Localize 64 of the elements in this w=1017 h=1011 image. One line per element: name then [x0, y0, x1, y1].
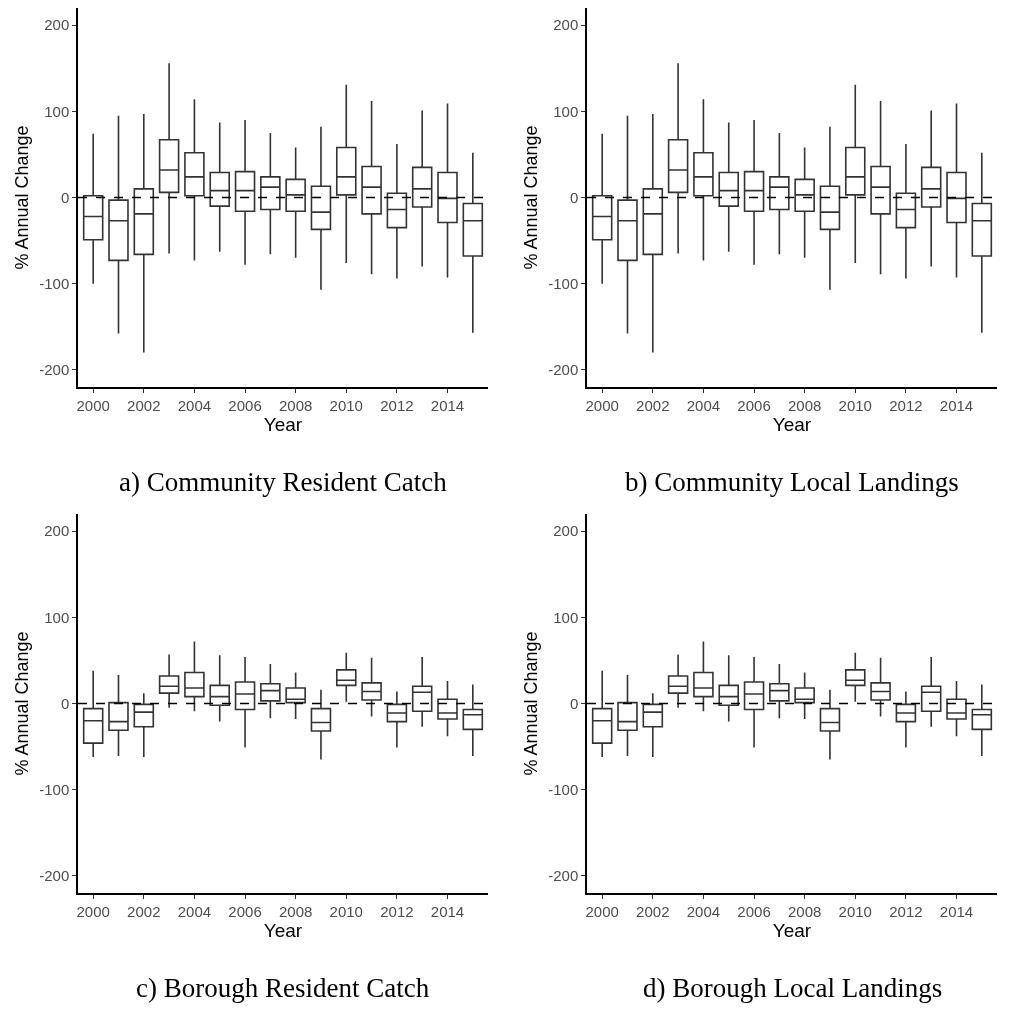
- y-tick-label: -200: [548, 867, 579, 885]
- x-tick-label: 2004: [686, 902, 721, 920]
- y-tick-label: -100: [548, 274, 579, 292]
- y-axis-title: % Annual Change: [11, 125, 32, 270]
- y-tick-label: 0: [569, 188, 579, 206]
- x-tick-label: 2010: [838, 396, 872, 414]
- y-tick-label: 200: [44, 16, 70, 34]
- x-tick-label: 2012: [380, 902, 414, 920]
- x-tick-label: 2006: [737, 902, 771, 920]
- x-axis-title: Year: [772, 413, 812, 435]
- x-axis-title: Year: [263, 919, 303, 941]
- y-tick-label: 100: [44, 608, 70, 626]
- y-axis-title: % Annual Change: [520, 631, 541, 776]
- x-tick-label: 2004: [177, 902, 212, 920]
- y-tick-label: 100: [553, 608, 579, 626]
- x-tick-label: 2002: [636, 902, 670, 920]
- x-axis-title: Year: [263, 413, 303, 435]
- x-tick-label: 2008: [278, 902, 313, 920]
- x-tick-label: 2008: [787, 396, 822, 414]
- x-axis-title: Year: [772, 919, 812, 941]
- text: b) Community Local Landings: [625, 467, 959, 497]
- x-tick-label: 2014: [430, 396, 465, 414]
- x-tick-label: 2000: [585, 902, 619, 920]
- y-axis-title: % Annual Change: [11, 631, 32, 776]
- y-tick-label: 200: [553, 522, 579, 540]
- x-tick-label: 2006: [228, 902, 262, 920]
- x-tick-label: 2014: [430, 902, 465, 920]
- x-tick-label: 2004: [686, 396, 721, 414]
- x-tick-label: 2006: [737, 396, 771, 414]
- y-tick-label: -100: [39, 780, 70, 798]
- x-tick-label: 2010: [329, 396, 363, 414]
- y-tick-label: -200: [548, 361, 579, 379]
- x-tick-label: 2008: [787, 902, 822, 920]
- x-tick-label: 2000: [76, 902, 110, 920]
- x-tick-label: 2012: [889, 902, 923, 920]
- y-tick-label: -100: [548, 780, 579, 798]
- x-tick-label: 2008: [278, 396, 313, 414]
- x-tick-label: 2002: [127, 902, 161, 920]
- x-tick-label: 2010: [838, 902, 872, 920]
- x-tick-label: 2000: [585, 396, 619, 414]
- x-tick-label: 2014: [939, 396, 974, 414]
- x-tick-label: 2000: [76, 396, 110, 414]
- y-tick-label: 0: [60, 188, 70, 206]
- x-tick-label: 2012: [889, 396, 923, 414]
- x-tick-label: 2010: [329, 902, 363, 920]
- y-tick-label: 200: [553, 16, 579, 34]
- y-tick-label: 0: [60, 694, 70, 712]
- y-tick-label: 200: [44, 522, 70, 540]
- y-tick-label: -200: [39, 361, 70, 379]
- y-axis-title: % Annual Change: [520, 125, 541, 270]
- x-tick-label: 2004: [177, 396, 212, 414]
- y-tick-label: 100: [553, 102, 579, 120]
- x-tick-label: 2012: [380, 396, 414, 414]
- x-tick-label: 2014: [939, 902, 974, 920]
- x-tick-label: 2002: [127, 396, 161, 414]
- y-tick-label: -100: [39, 274, 70, 292]
- y-tick-label: 100: [44, 102, 70, 120]
- text: c) Borough Resident Catch: [136, 973, 430, 1003]
- y-tick-label: -200: [39, 867, 70, 885]
- text: a) Community Resident Catch: [119, 467, 448, 497]
- x-tick-label: 2006: [228, 396, 262, 414]
- y-tick-label: 0: [569, 694, 579, 712]
- text: d) Borough Local Landings: [643, 973, 943, 1003]
- x-tick-label: 2002: [636, 396, 670, 414]
